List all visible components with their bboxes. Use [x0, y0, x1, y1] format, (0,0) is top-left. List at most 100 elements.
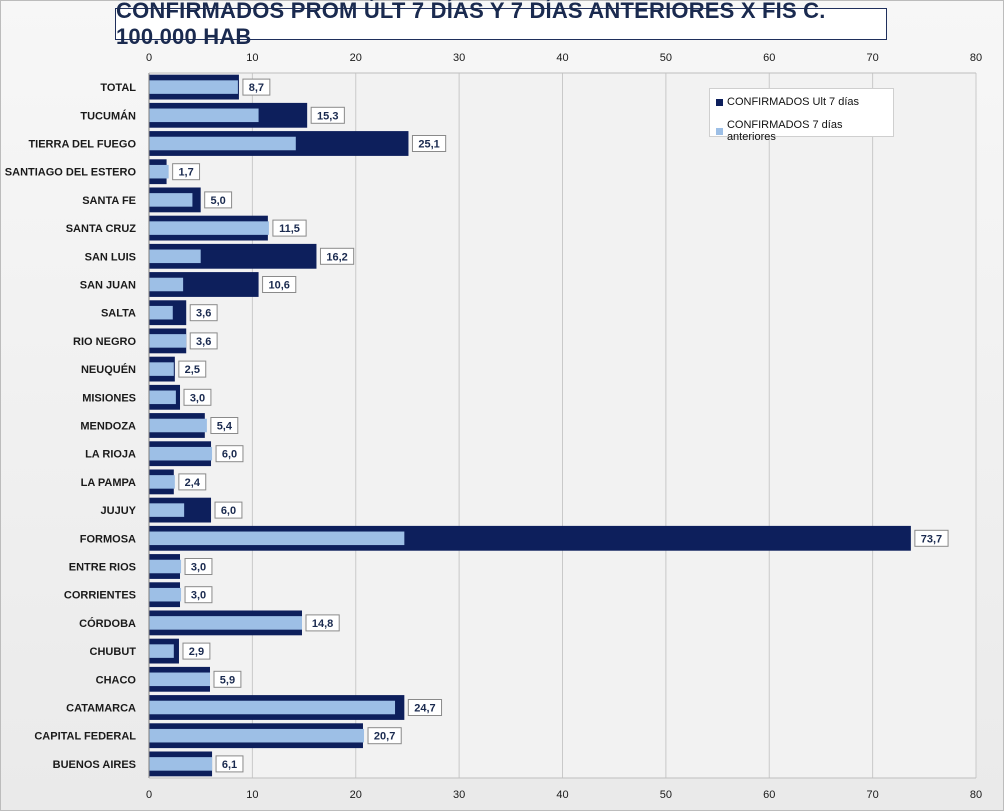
- bar-7-dias-anteriores: [149, 164, 169, 179]
- data-label: 6,0: [222, 449, 237, 461]
- data-label-box: [204, 191, 233, 209]
- data-label-box: [411, 135, 447, 152]
- bar-7-dias-anteriores: [149, 446, 213, 461]
- data-label-box: [914, 529, 949, 547]
- bar-7-dias-anteriores: [149, 305, 173, 320]
- bar-7-dias-anteriores: [149, 531, 405, 546]
- category-label: CAPITAL FEDERAL: [34, 731, 136, 743]
- bar-7-dias-anteriores: [149, 334, 187, 348]
- bar-7-dias-anteriores: [149, 390, 176, 405]
- data-label: 1,7: [178, 167, 193, 179]
- data-label-box: [407, 699, 443, 716]
- category-label: CÓRDOBA: [79, 617, 136, 630]
- data-label: 2,9: [189, 646, 204, 658]
- category-label: CATAMARCA: [66, 703, 136, 715]
- data-label: 10,6: [268, 280, 289, 292]
- data-label-box: [305, 614, 340, 632]
- x-tick-label-bottom: 80: [970, 789, 982, 801]
- x-tick-label-top: 30: [453, 52, 465, 64]
- bar-7-dias-anteriores: [149, 644, 174, 658]
- category-label: SANTIAGO DEL ESTERO: [5, 167, 137, 179]
- category-label: SANTA FE: [82, 195, 136, 207]
- data-label-box: [210, 417, 239, 434]
- data-label-box: [242, 78, 271, 96]
- bar-7-dias-anteriores: [149, 700, 396, 715]
- category-label: MISIONES: [82, 392, 136, 404]
- bar-7-dias-anteriores: [149, 193, 193, 207]
- category-label: BUENOS AIRES: [53, 759, 136, 771]
- data-label: 5,0: [210, 195, 225, 207]
- data-labels: 8,7 15,3 25,1 1,7 5,0 11,5 16,2 10,6 3,6 3,6 2,5 3,…: [172, 78, 949, 773]
- category-label: SAN JUAN: [80, 280, 136, 292]
- data-label-box: [183, 388, 212, 406]
- category-label: LA PAMPA: [81, 477, 136, 489]
- data-label: 6,0: [221, 505, 236, 517]
- data-label: 24,7: [414, 703, 435, 715]
- data-label: 25,1: [418, 139, 439, 151]
- bar-7-dias-anteriores: [149, 672, 210, 687]
- data-label-box: [189, 304, 218, 322]
- bar-7-dias-anteriores: [149, 362, 174, 376]
- category-label: JUJUY: [101, 505, 137, 517]
- data-label: 3,6: [196, 336, 211, 348]
- x-tick-label-top: 70: [867, 52, 879, 64]
- x-tick-label-bottom: 40: [556, 789, 568, 801]
- category-label: NEUQUÉN: [81, 363, 136, 376]
- data-label-box: [310, 106, 345, 124]
- x-tick-label-bottom: 30: [453, 789, 465, 801]
- x-tick-label-top: 60: [763, 52, 775, 64]
- bars: [149, 74, 911, 777]
- x-tick-label-bottom: 60: [763, 789, 775, 801]
- data-label: 14,8: [312, 618, 333, 630]
- legend-swatch-dark: [716, 98, 723, 106]
- bar-7-dias-anteriores: [149, 108, 259, 123]
- x-tick-label-bottom: 50: [660, 789, 672, 801]
- legend-item-series-2: CONFIRMADOS 7 días anteriores: [716, 119, 893, 143]
- bar-7-dias-anteriores: [149, 221, 269, 235]
- data-label-box: [172, 163, 201, 181]
- data-label: 20,7: [374, 731, 395, 743]
- x-tick-label-top: 20: [350, 52, 362, 64]
- data-label: 3,0: [190, 392, 205, 404]
- data-label-box: [182, 642, 211, 660]
- category-label: ENTRE RIOS: [69, 562, 136, 574]
- axes: 0 0 10 10 20 20 30 30 40 40 50 50 60 60 70 70 80 80 TOTAL T…: [5, 52, 982, 801]
- data-label: 3,0: [191, 590, 206, 602]
- x-tick-label-bottom: 70: [867, 789, 879, 801]
- data-label-box: [184, 558, 213, 575]
- category-label: SAN LUIS: [85, 251, 136, 263]
- data-label-box: [215, 445, 244, 463]
- x-tick-label-bottom: 20: [350, 789, 362, 801]
- data-label: 3,6: [196, 308, 211, 320]
- data-label-box: [178, 360, 207, 378]
- category-label: CHACO: [96, 674, 137, 686]
- data-label-box: [215, 755, 244, 773]
- bar-7-dias-anteriores: [149, 136, 296, 151]
- data-label-box: [184, 586, 213, 604]
- category-label: LA RIOJA: [85, 449, 136, 461]
- legend: CONFIRMADOS Ult 7 días CONFIRMADOS 7 día…: [709, 88, 894, 143]
- bar-7-dias-anteriores: [149, 757, 213, 771]
- legend-item-series-1: CONFIRMADOS Ult 7 días: [716, 96, 859, 108]
- legend-swatch-light: [716, 127, 723, 135]
- x-tick-label-top: 40: [556, 52, 568, 64]
- category-label: TUCUMÁN: [80, 109, 136, 122]
- legend-label: CONFIRMADOS 7 días anteriores: [726, 119, 843, 143]
- data-label: 2,4: [185, 477, 201, 489]
- data-label: 15,3: [317, 110, 338, 122]
- data-label-box: [262, 276, 297, 293]
- bar-7-dias-anteriores: [149, 503, 185, 517]
- data-label: 16,2: [326, 251, 347, 263]
- x-tick-label-top: 0: [146, 52, 152, 64]
- category-label: MENDOZA: [80, 421, 136, 433]
- bar-7-dias-anteriores: [149, 559, 182, 574]
- bar-7-dias-anteriores: [149, 616, 302, 630]
- category-label: CORRIENTES: [64, 590, 136, 602]
- legend-label: CONFIRMADOS Ult 7 días: [727, 96, 860, 108]
- category-label: CHUBUT: [90, 646, 137, 658]
- bar-7-dias-anteriores: [149, 277, 184, 292]
- x-tick-label-bottom: 0: [146, 789, 152, 801]
- data-label: 2,5: [185, 364, 200, 376]
- data-label-box: [272, 219, 307, 237]
